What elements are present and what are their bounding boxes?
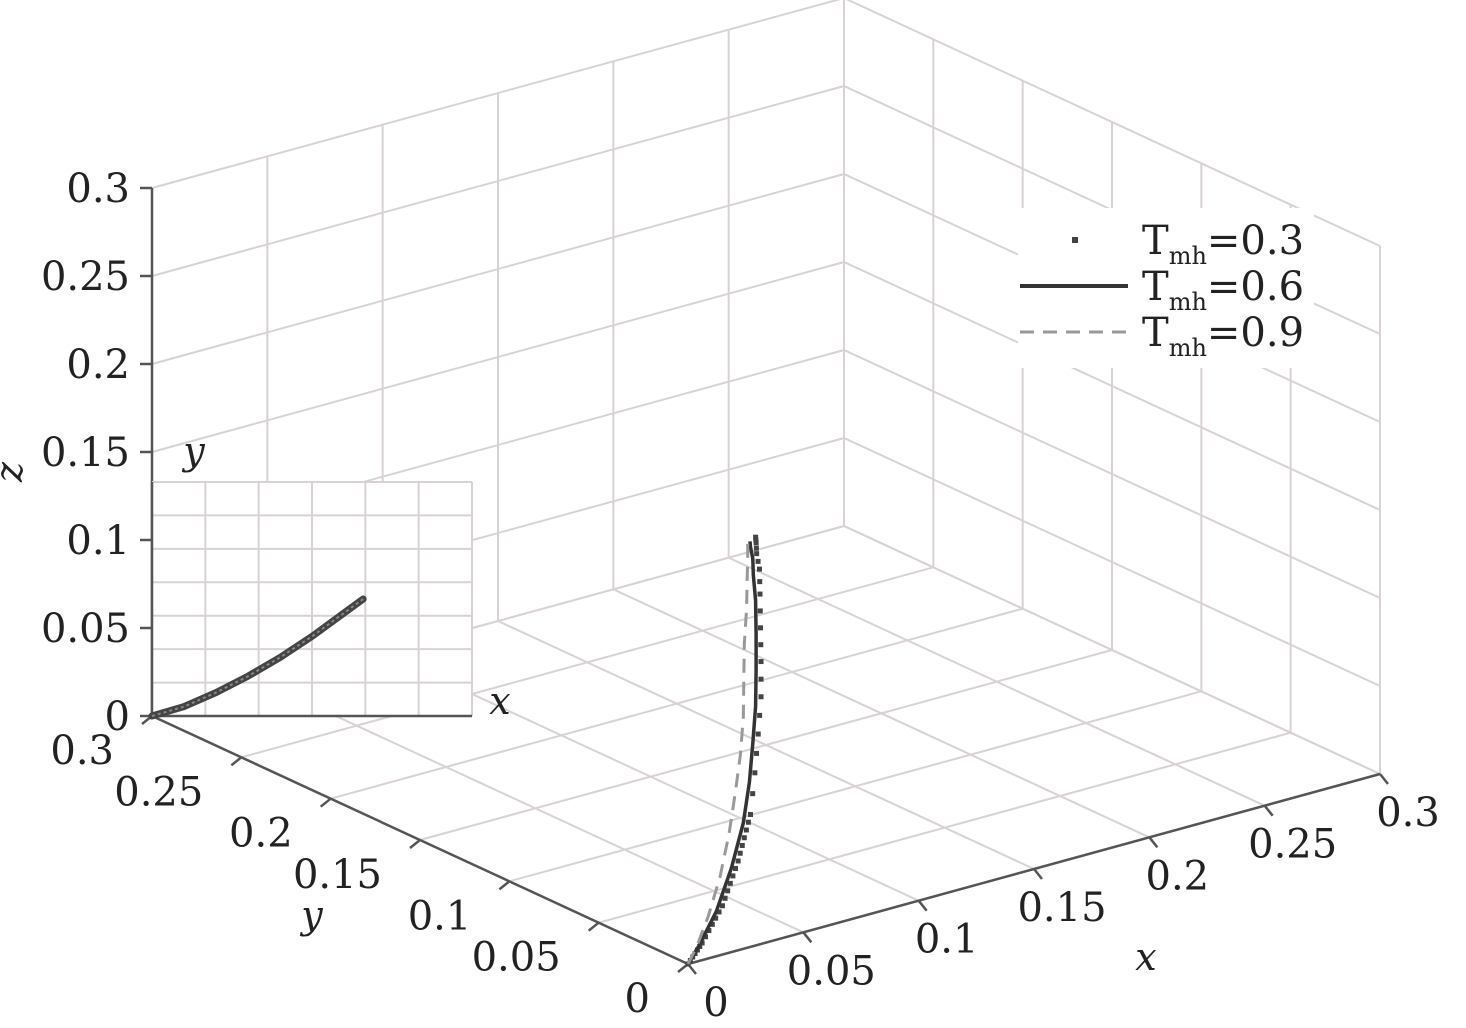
inset-grid (150, 481, 473, 718)
series-point-tmh-03 (730, 873, 736, 879)
grid-line (843, 525, 1381, 775)
legend-entry: Tmh=0.6 (1142, 264, 1304, 316)
series-point-tmh-03 (753, 545, 759, 551)
x-tick-label: 0.1 (915, 917, 979, 963)
series-point-tmh-03 (706, 928, 712, 934)
y-tick (409, 839, 421, 849)
z-tick-label: 0.25 (41, 254, 130, 300)
y-tick (498, 880, 511, 891)
y-tick-label: 0.3 (50, 728, 114, 774)
legend-entry: Tmh=0.9 (1142, 310, 1304, 362)
z-tick-label: 0.1 (66, 518, 130, 564)
x-tick-label: 0.05 (787, 948, 876, 994)
y-tick (587, 921, 600, 932)
series-point-tmh-03 (716, 909, 722, 915)
x-tick-label: 0.25 (1248, 822, 1337, 868)
series-point-tmh-03 (758, 659, 764, 665)
series-point-tmh-03 (754, 551, 760, 557)
x-tick (1148, 836, 1159, 849)
series-point-tmh-03 (757, 608, 763, 614)
series-point-tmh-03 (722, 895, 728, 901)
x-tick-label: 0.15 (1017, 885, 1106, 931)
y-tick-label: 0.05 (472, 935, 561, 981)
x-tick-label: 0.2 (1146, 853, 1210, 899)
series-line-tmh-06 (686, 541, 758, 965)
z-tick-label: 0.05 (41, 606, 130, 652)
x-axis-label: x (1135, 935, 1156, 979)
series-line-tmh-09 (686, 542, 750, 965)
legend-marker-dotted (1072, 237, 1078, 243)
grid-line (241, 566, 934, 759)
series-point-tmh-03 (758, 694, 764, 700)
series-point-tmh-03 (703, 934, 709, 940)
series-point-tmh-03 (753, 540, 759, 546)
inset-curve-texture (151, 598, 364, 717)
series-point-tmh-03 (733, 865, 739, 871)
x-tick (1379, 773, 1389, 785)
y-tick (319, 797, 332, 808)
series-point-tmh-03 (725, 888, 731, 894)
series-point-tmh-03 (757, 579, 763, 585)
series-point-tmh-03 (747, 811, 753, 817)
series-point-tmh-03 (758, 676, 764, 682)
x-tick-label: 0.3 (1376, 790, 1440, 836)
z-tick-label: 0 (105, 694, 130, 740)
series-point-tmh-03 (741, 835, 747, 841)
x-tick (1263, 804, 1274, 817)
y-axis-label: y (299, 893, 323, 937)
x-tick (917, 899, 928, 912)
series-point-tmh-03 (757, 712, 763, 718)
series-point-tmh-03 (756, 566, 762, 572)
inset-x-label: x (489, 679, 510, 723)
series-point-tmh-03 (750, 791, 756, 797)
legend-entry: Tmh=0.3 (1142, 218, 1304, 270)
tick-labels: 00.050.10.150.20.250.300.050.10.150.20.2… (41, 166, 1440, 1026)
series-point-tmh-03 (754, 750, 760, 756)
series-point-tmh-03 (753, 537, 759, 543)
x-tick (802, 931, 813, 944)
axes-layer (140, 186, 1389, 975)
grid-line (845, 0, 1381, 247)
series-point-tmh-03 (755, 731, 761, 737)
z-axis-label: z (0, 461, 31, 483)
series-point-tmh-03 (735, 858, 741, 864)
z-tick-label: 0.2 (66, 342, 130, 388)
series-point-tmh-03 (739, 842, 745, 848)
series-point-tmh-03 (755, 558, 761, 564)
series-point-tmh-03 (757, 591, 763, 597)
series-point-tmh-03 (743, 827, 749, 833)
series-point-tmh-03 (709, 921, 715, 927)
series-layer (685, 534, 764, 967)
series-point-tmh-03 (758, 642, 764, 648)
y-tick-label: 0.1 (408, 893, 472, 939)
y-tick-label: 0.15 (293, 852, 382, 898)
grid-line (612, 588, 1150, 839)
series-point-tmh-03 (752, 770, 758, 776)
z-tick-label: 0.15 (41, 430, 130, 476)
inset-y-label: y (181, 429, 205, 473)
inset-plot: y x (148, 429, 511, 723)
series-point-tmh-03 (727, 880, 733, 886)
inset-curve (148, 595, 367, 720)
series-point-tmh-03 (719, 903, 725, 909)
series-point-tmh-03 (758, 625, 764, 631)
series-point-tmh-03 (745, 819, 751, 825)
z-tick-label: 0.3 (66, 166, 130, 212)
y-tick (230, 756, 243, 767)
y-tick-label: 0.2 (229, 811, 293, 857)
x-tick-label: 0 (703, 980, 728, 1026)
grid-line (151, 0, 841, 189)
series-point-tmh-03 (753, 534, 759, 540)
series-point-tmh-03 (713, 915, 719, 921)
y-tick-label: 0 (625, 976, 650, 1022)
y-tick-label: 0.25 (114, 769, 203, 815)
series-point-tmh-03 (737, 850, 743, 856)
x-tick (1033, 868, 1043, 880)
